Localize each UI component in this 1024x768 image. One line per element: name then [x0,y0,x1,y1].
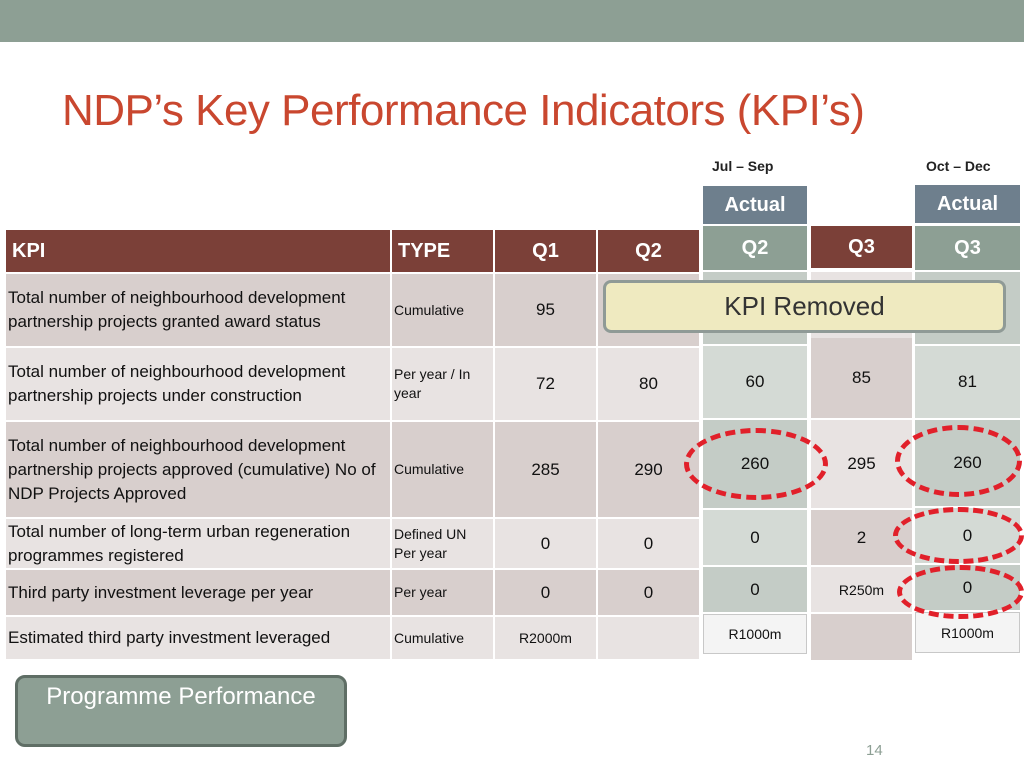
q1-cell: 0 [495,570,596,615]
actual-q2-cell: R1000m [703,614,807,654]
kpi-cell: Total number of neighbourhood developmen… [6,274,390,346]
kpi-table: KPI TYPE Q1 Q2 Total number of neighbour… [4,228,701,661]
actual-header-q2: Actual [703,186,807,224]
type-cell: Defined UN Per year [392,519,493,568]
highlight-oval [895,425,1022,497]
kpi-cell: Third party investment leverage per year [6,570,390,615]
q2-cell: 290 [598,422,699,517]
actual-q2-header: Q2 [703,226,807,270]
q1-cell: 0 [495,519,596,568]
highlight-oval [893,507,1024,564]
q3-cell: 85 [811,338,912,418]
column-header-q2: Q2 [598,230,699,272]
q1-cell: R2000m [495,617,596,659]
q2-cell [598,617,699,659]
kpi-cell: Total number of neighbourhood developmen… [6,422,390,517]
table-row: Total number of neighbourhood developmen… [6,348,699,420]
highlight-oval [684,428,828,500]
actual-q2-cell: 0 [703,567,807,612]
q1-cell: 95 [495,274,596,346]
kpi-cell: Total number of neighbourhood developmen… [6,348,390,420]
table-header-row: KPI TYPE Q1 Q2 [6,230,699,272]
type-cell: Cumulative [392,274,493,346]
table-row: Total number of neighbourhood developmen… [6,422,699,517]
q1-cell: 285 [495,422,596,517]
table-row: Total number of long-term urban regenera… [6,519,699,568]
q2-cell: 0 [598,519,699,568]
q1-cell: 72 [495,348,596,420]
table-row: Third party investment leverage per year… [6,570,699,615]
column-header-kpi: KPI [6,230,390,272]
page-title: NDP’s Key Performance Indicators (KPI’s) [62,86,865,135]
column-header-q3: Q3 [811,226,912,268]
actual-q2-column: Actual Q2 60 260 0 0 R1000m [703,186,807,654]
q2-cell: 0 [598,570,699,615]
kpi-cell: Estimated third party investment leverag… [6,617,390,659]
programme-performance-button[interactable]: Programme Performance [15,675,347,747]
q3-cell: R250m [811,567,912,612]
period-label-oct-dec: Oct – Dec [926,158,991,174]
table-row: Total number of neighbourhood developmen… [6,274,699,346]
actual-q3-header: Q3 [915,226,1020,270]
actual-q2-cell: 60 [703,346,807,418]
type-cell: Cumulative [392,617,493,659]
type-cell: Per year / In year [392,348,493,420]
top-bar [0,0,1024,42]
page-number: 14 [866,742,883,759]
column-header-type: TYPE [392,230,493,272]
q2-cell: 80 [598,348,699,420]
actual-header-q3: Actual [915,185,1020,223]
type-cell: Per year [392,570,493,615]
actual-q2-cell: 0 [703,510,807,565]
actual-q3-cell: 81 [915,346,1020,418]
type-cell: Cumulative [392,422,493,517]
kpi-cell: Total number of long-term urban regenera… [6,519,390,568]
kpi-removed-callout: KPI Removed [603,280,1006,333]
period-label-jul-sep: Jul – Sep [712,158,774,174]
q3-cell [811,614,912,660]
highlight-oval [897,565,1024,619]
column-header-q1: Q1 [495,230,596,272]
table-row: Estimated third party investment leverag… [6,617,699,659]
